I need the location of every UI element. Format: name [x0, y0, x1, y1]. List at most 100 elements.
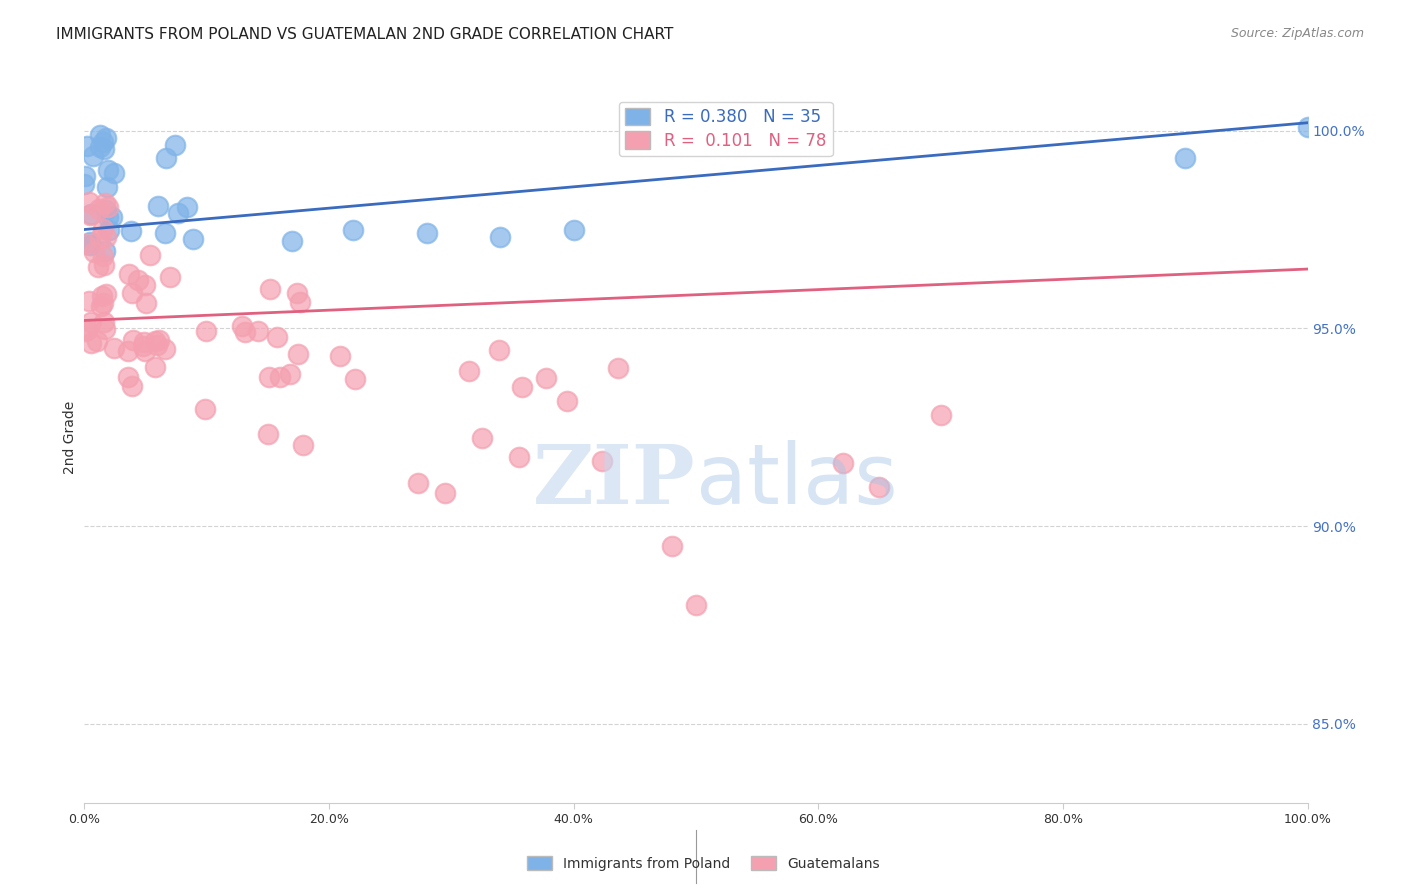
Point: [155, 152, 177, 166]
Point: [98, 223, 121, 237]
Point: [83, 245, 105, 260]
Point: [831, 456, 853, 470]
Point: [343, 372, 366, 386]
Text: atlas: atlas: [696, 441, 897, 522]
Point: [122, 333, 145, 347]
Point: [89, 140, 111, 154]
Point: [434, 486, 457, 500]
Point: [96, 202, 118, 217]
Point: [489, 230, 512, 244]
Point: [342, 222, 364, 236]
Point: [287, 347, 309, 361]
Point: [134, 278, 156, 293]
Point: [121, 224, 143, 238]
Point: [117, 267, 139, 281]
Point: [91, 249, 114, 263]
Point: [90, 299, 112, 313]
Point: [134, 334, 156, 349]
Point: [76, 138, 98, 153]
Point: [91, 296, 114, 310]
Point: [80, 315, 103, 329]
Point: [135, 295, 157, 310]
Point: [510, 379, 533, 393]
Point: [416, 227, 439, 241]
Point: [96, 180, 118, 194]
Point: [155, 342, 177, 356]
Point: [143, 360, 166, 375]
Point: [76, 323, 98, 337]
Point: [103, 166, 125, 180]
Point: [145, 338, 167, 352]
Point: [591, 453, 613, 467]
Point: [91, 221, 114, 235]
Point: [406, 476, 429, 491]
Point: [562, 222, 585, 236]
Point: [488, 343, 510, 357]
Point: [79, 335, 101, 350]
Point: [86, 334, 108, 348]
Point: [117, 344, 139, 359]
Point: [96, 286, 118, 301]
Point: [93, 142, 115, 156]
Point: [91, 135, 114, 149]
Point: [75, 236, 97, 251]
Point: [181, 232, 204, 246]
Point: [159, 269, 181, 284]
Point: [661, 539, 683, 553]
Point: [148, 199, 170, 213]
Point: [96, 131, 118, 145]
Point: [685, 598, 707, 612]
Point: [97, 210, 120, 224]
Point: [77, 293, 100, 308]
Point: [176, 200, 198, 214]
Point: [233, 325, 256, 339]
Point: [121, 379, 143, 393]
Point: [93, 258, 115, 272]
Point: [94, 196, 117, 211]
Point: [194, 324, 217, 338]
Point: [148, 333, 170, 347]
Point: [231, 318, 253, 333]
Point: [257, 369, 280, 384]
Point: [73, 177, 96, 191]
Point: [89, 231, 111, 245]
Point: [285, 286, 308, 301]
Point: [259, 282, 281, 296]
Point: [155, 226, 177, 240]
Point: [91, 288, 114, 302]
Point: [75, 324, 97, 338]
Point: [292, 438, 315, 452]
Point: [82, 149, 104, 163]
Point: [269, 370, 291, 384]
Point: [80, 207, 103, 221]
Point: [79, 238, 101, 252]
Point: [117, 370, 139, 384]
Point: [194, 402, 217, 417]
Point: [266, 330, 288, 344]
Point: [121, 286, 143, 301]
Point: [163, 137, 186, 152]
Point: [1174, 152, 1197, 166]
Point: [94, 322, 117, 336]
Point: [89, 128, 111, 142]
Legend: R = 0.380   N = 35, R =  0.101   N = 78: R = 0.380 N = 35, R = 0.101 N = 78: [619, 102, 832, 156]
Point: [606, 360, 628, 375]
Point: [134, 344, 156, 359]
Y-axis label: 2nd Grade: 2nd Grade: [63, 401, 77, 474]
Point: [97, 200, 120, 214]
Point: [290, 295, 312, 310]
Point: [77, 194, 100, 209]
Text: ZIP: ZIP: [533, 441, 696, 521]
Point: [87, 260, 110, 274]
Point: [167, 206, 190, 220]
Point: [127, 273, 149, 287]
Point: [281, 235, 304, 249]
Point: [131, 339, 153, 353]
Point: [471, 431, 494, 445]
Point: [79, 235, 101, 249]
Point: [94, 244, 117, 258]
Point: [534, 371, 557, 385]
Point: [869, 479, 891, 493]
Text: Source: ZipAtlas.com: Source: ZipAtlas.com: [1230, 27, 1364, 40]
Point: [96, 230, 118, 244]
